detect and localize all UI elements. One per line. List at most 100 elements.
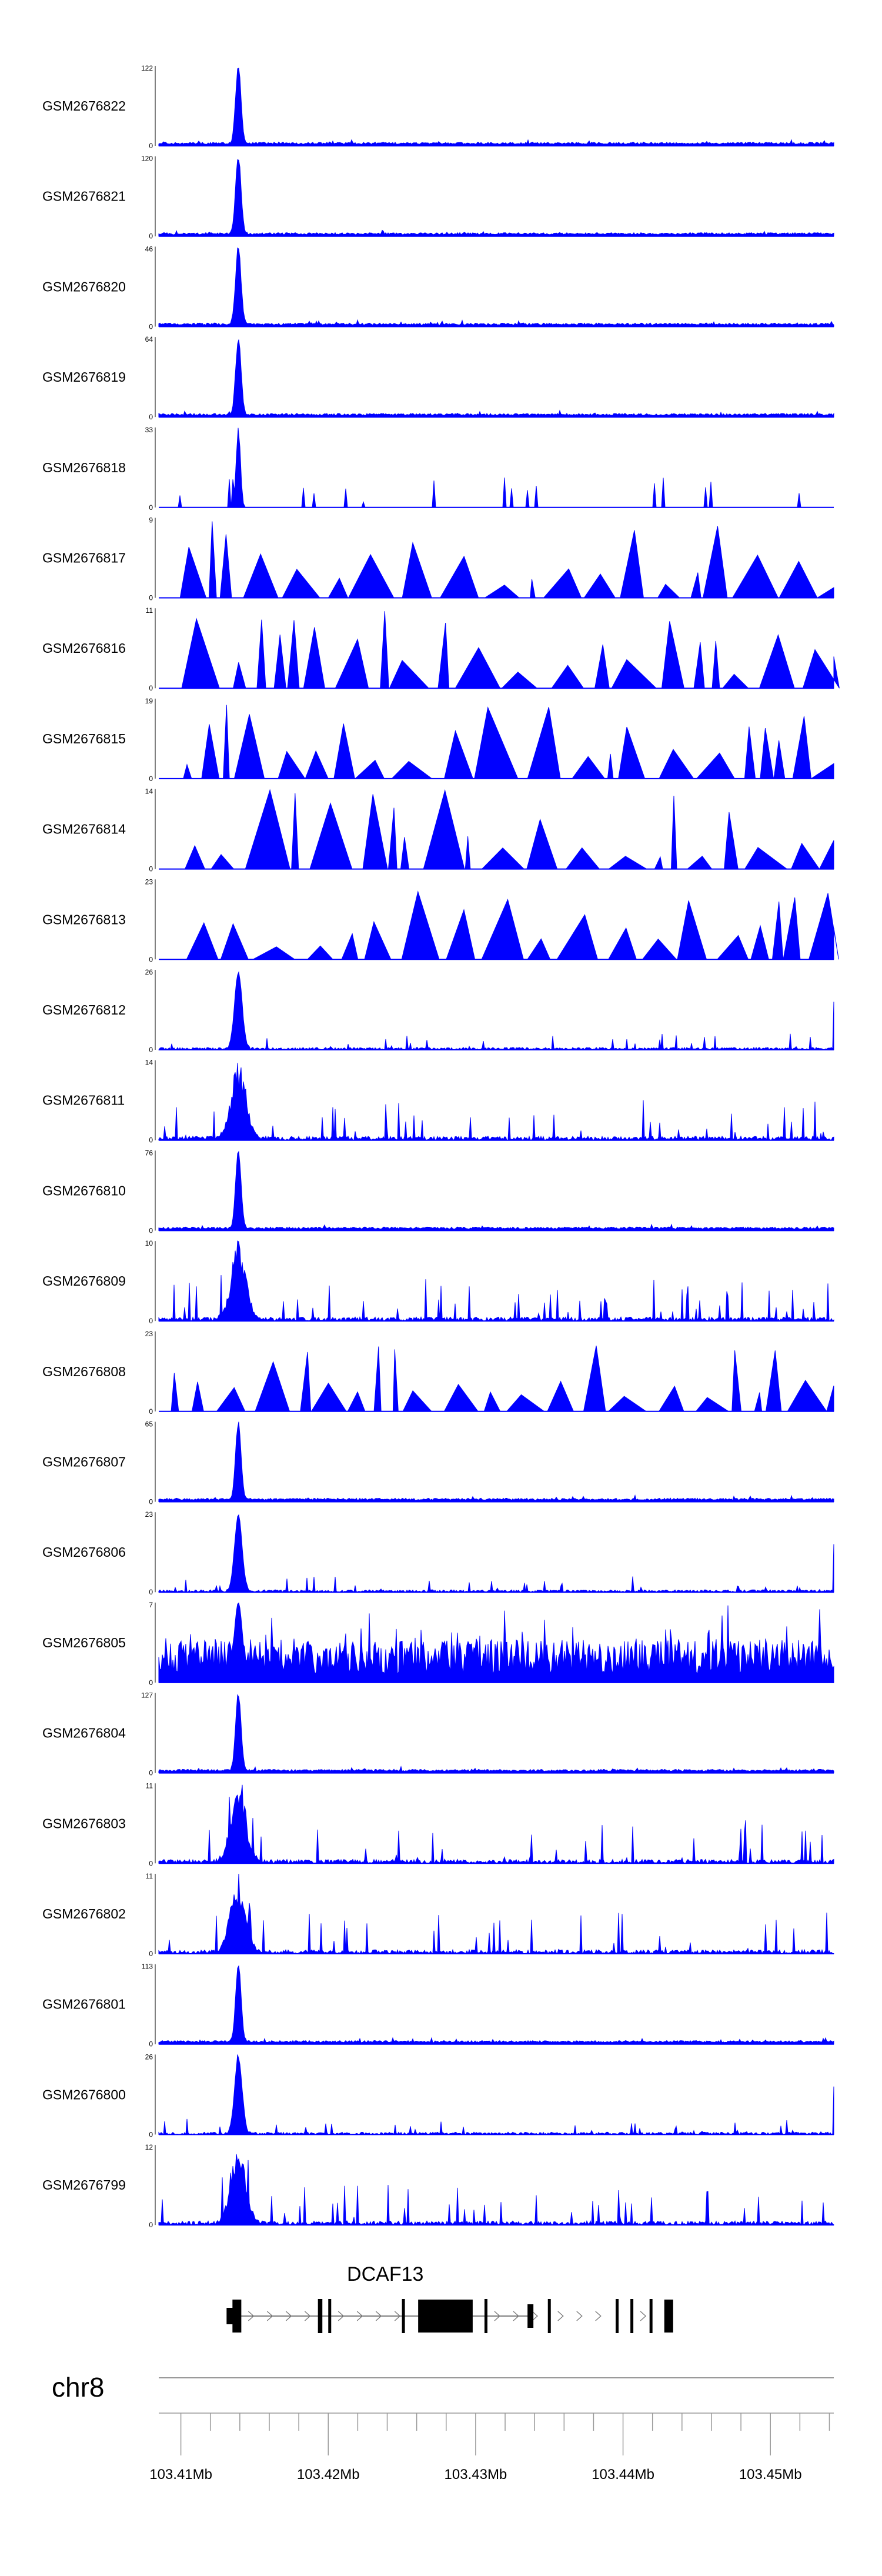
signal-area (158, 1150, 834, 1231)
track-label: GSM2676817 (42, 550, 126, 566)
track-label: GSM2676814 (42, 822, 126, 837)
signal-track: GSM2676820 46 0 (42, 245, 834, 331)
track-label: GSM2676799 (42, 2177, 126, 2193)
chromosome-label: chr8 (52, 2372, 104, 2403)
track-label: GSM2676821 (42, 189, 126, 204)
track-label: GSM2676802 (42, 1906, 126, 1921)
track-ymin-label: 0 (149, 1859, 153, 1867)
signal-area (158, 247, 834, 327)
track-ymax-label: 65 (145, 1420, 153, 1429)
track-ymin-label: 0 (149, 1226, 153, 1234)
signal-track: GSM2676799 12 0 (42, 2143, 834, 2229)
signal-track: GSM2676817 9 0 (42, 516, 834, 602)
track-ymin-label: 0 (149, 955, 153, 963)
strand-arrow (375, 2311, 382, 2321)
track-ymax-label: 113 (142, 1963, 153, 1971)
track-ymax-label: 11 (146, 1781, 153, 1790)
track-label: GSM2676812 (42, 1002, 126, 1017)
track-ymax-label: 23 (145, 1330, 153, 1338)
signal-area (159, 789, 834, 870)
signal-track: GSM2676822 122 0 (42, 64, 834, 150)
strand-arrow (513, 2311, 519, 2321)
exon (328, 2299, 332, 2333)
signal-track: GSM2676805 7 0 (42, 1601, 834, 1687)
tick-label: 103.42Mb (297, 2467, 360, 2482)
track-ymin-label: 0 (149, 775, 153, 783)
track-ymax-label: 11 (146, 606, 153, 615)
track-ymin-label: 0 (149, 1679, 153, 1687)
signal-area (158, 159, 834, 237)
track-ymax-label: 14 (145, 1059, 153, 1067)
strand-arrow (356, 2311, 363, 2321)
signal-track: GSM2676808 23 0 (42, 1330, 834, 1416)
signal-track: GSM2676821 120 0 (42, 155, 834, 241)
signal-tracks: GSM26768221220GSM26768211200GSM267682046… (42, 64, 840, 2229)
strand-arrow (640, 2311, 647, 2321)
signal-area (158, 1422, 834, 1502)
signal-track: GSM2676809 10 0 (42, 1239, 834, 1325)
signal-area (158, 971, 834, 1051)
track-ymin-label: 0 (149, 503, 153, 512)
track-ymin-label: 0 (149, 865, 153, 873)
track-label: GSM2676801 (42, 1997, 126, 2012)
exon (484, 2299, 487, 2333)
exon (649, 2299, 653, 2333)
gene-label: DCAF13 (347, 2263, 423, 2285)
track-ymax-label: 26 (145, 2053, 153, 2061)
track-ymax-label: 12 (145, 2143, 153, 2151)
track-ymin-label: 0 (149, 1588, 153, 1596)
signal-area (158, 1873, 834, 1955)
track-ymax-label: 46 (145, 245, 153, 253)
utr-block (226, 2308, 234, 2324)
track-ymin-label: 0 (149, 2040, 153, 2048)
track-ymin-label: 0 (149, 2130, 153, 2138)
signal-track: GSM2676810 76 0 (42, 1149, 834, 1234)
strand-arrow (285, 2311, 292, 2321)
track-label: GSM2676819 (42, 369, 126, 385)
tick-label: 103.44Mb (592, 2467, 654, 2482)
track-ymax-label: 14 (145, 788, 153, 796)
strand-arrow (248, 2311, 255, 2321)
track-ymax-label: 33 (145, 426, 153, 434)
signal-track: GSM2676801 113 0 (42, 1963, 834, 2048)
strand-arrow (304, 2311, 311, 2321)
signal-track: GSM2676819 64 0 (42, 335, 834, 421)
track-ymax-label: 10 (145, 1239, 153, 1247)
signal-track: GSM2676804 127 0 (42, 1691, 834, 1777)
tick-label: 103.43Mb (445, 2467, 507, 2482)
track-label: GSM2676800 (42, 2087, 126, 2102)
signal-area (158, 1063, 834, 1141)
track-ymin-label: 0 (149, 594, 153, 602)
strand-arrow (494, 2311, 500, 2321)
signal-track: GSM2676803 11 0 (42, 1781, 834, 1867)
track-ymin-label: 0 (149, 142, 153, 150)
signal-area (158, 1240, 834, 1322)
track-ymax-label: 19 (145, 697, 153, 705)
track-ymin-label: 0 (149, 2221, 153, 2229)
track-label: GSM2676804 (42, 1726, 126, 1741)
signal-area (158, 1694, 834, 1774)
strand-arrow (576, 2311, 583, 2321)
strand-arrow (532, 2311, 538, 2321)
track-label: GSM2676807 (42, 1454, 126, 1470)
exon (547, 2299, 551, 2333)
exon (418, 2300, 473, 2333)
track-label: GSM2676805 (42, 1635, 126, 1650)
track-ymin-label: 0 (149, 1769, 153, 1777)
track-ymax-label: 7 (149, 1601, 153, 1609)
track-ymin-label: 0 (149, 1136, 153, 1144)
track-ymin-label: 0 (149, 1317, 153, 1325)
track-ymax-label: 11 (146, 1872, 153, 1880)
signal-track: GSM2676818 33 0 (42, 426, 834, 512)
signal-track: GSM2676802 11 0 (42, 1872, 834, 1958)
track-ymax-label: 120 (141, 155, 153, 163)
track-ymin-label: 0 (149, 1046, 153, 1054)
track-label: GSM2676808 (42, 1364, 126, 1379)
exon (318, 2299, 323, 2333)
track-label: GSM2676820 (42, 279, 126, 294)
signal-area (158, 1965, 834, 2045)
track-ymax-label: 127 (141, 1691, 153, 1700)
strand-arrow (266, 2311, 273, 2321)
track-ymin-label: 0 (149, 1407, 153, 1416)
